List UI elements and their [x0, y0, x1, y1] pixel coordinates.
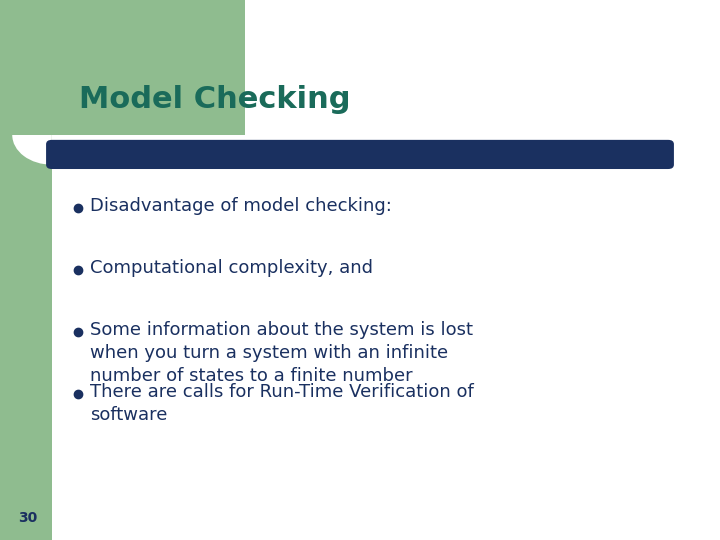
Text: Disadvantage of model checking:: Disadvantage of model checking: — [90, 197, 392, 215]
Bar — [205, 135, 245, 540]
Bar — [0, 0, 52, 540]
Wedge shape — [12, 135, 52, 165]
Wedge shape — [245, 135, 284, 165]
Text: Computational complexity, and: Computational complexity, and — [90, 259, 373, 277]
Text: Some information about the system is lost
when you turn a system with an infinit: Some information about the system is los… — [90, 321, 473, 385]
Text: Model Checking: Model Checking — [79, 85, 351, 114]
Bar — [52, 0, 245, 135]
Text: 30: 30 — [18, 511, 37, 525]
FancyBboxPatch shape — [46, 140, 674, 169]
Text: There are calls for Run-Time Verification of
software: There are calls for Run-Time Verificatio… — [90, 383, 474, 424]
